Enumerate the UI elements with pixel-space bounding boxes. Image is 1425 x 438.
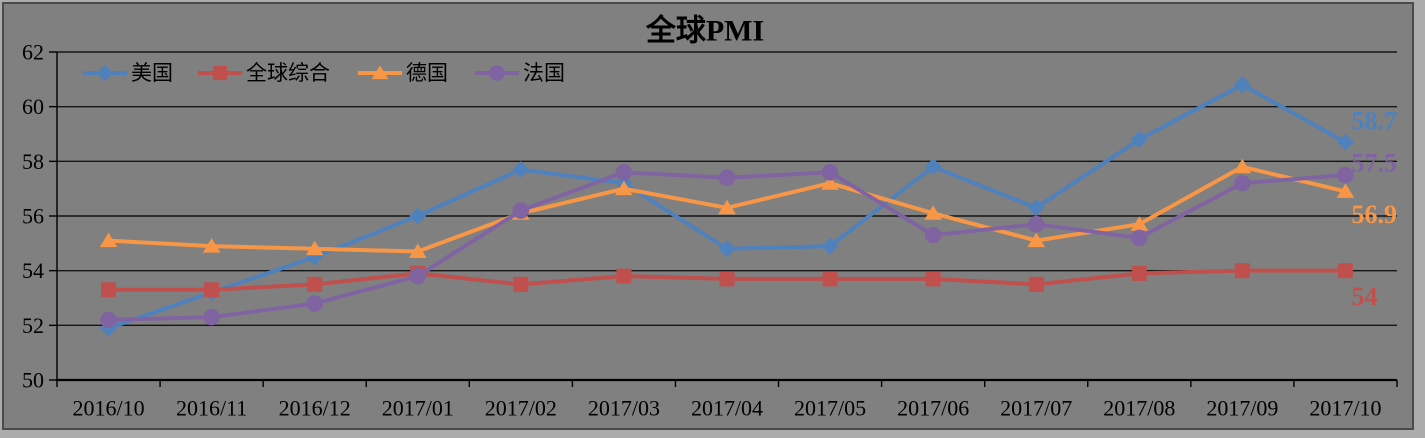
square-marker-global-composite <box>822 271 838 287</box>
x-axis-label: 2016/11 <box>176 396 247 421</box>
square-marker-global-composite <box>719 271 735 287</box>
y-axis-label: 58 <box>22 149 44 174</box>
series-global-composite: 54 <box>101 263 1377 311</box>
diamond-marker-us <box>821 237 839 255</box>
triangle-marker-germany <box>408 243 427 259</box>
circle-marker-france <box>924 226 942 244</box>
chart-title: 全球PMI <box>645 14 764 48</box>
series-us: 58.7 <box>100 76 1397 337</box>
y-axis-label: 60 <box>22 94 44 119</box>
circle-marker-france <box>1131 229 1148 247</box>
legend-label: 法国 <box>523 61 565 85</box>
triangle-marker-germany <box>718 199 736 215</box>
square-marker-global-composite <box>307 276 323 292</box>
legend: 美国 全球综合 德国 法国 <box>83 61 565 85</box>
square-marker-global-composite <box>513 276 529 292</box>
x-axis-label: 2017/01 <box>382 396 454 421</box>
triangle-marker-germany <box>1027 232 1046 248</box>
legend-item-global-composite: 全球综合 <box>198 61 330 85</box>
x-axis-label: 2016/10 <box>72 396 144 421</box>
x-axis-label: 2017/03 <box>588 396 660 421</box>
circle-marker-france <box>615 163 633 181</box>
square-marker-global-composite <box>1234 263 1250 279</box>
circle-icon <box>489 65 505 81</box>
legend-label: 美国 <box>131 61 173 85</box>
square-marker-global-composite <box>1028 276 1044 292</box>
diamond-marker-us <box>1336 133 1354 151</box>
grid: 62 60 58 56 54 52 50 <box>22 40 1397 393</box>
diamond-marker-us <box>512 161 530 179</box>
circle-marker-france <box>409 267 427 285</box>
square-marker-global-composite <box>1131 265 1147 281</box>
circle-marker-france <box>100 311 117 329</box>
x-axis-label: 2017/04 <box>691 396 763 421</box>
square-marker-global-composite <box>925 271 941 287</box>
triangle-marker-germany <box>305 240 324 256</box>
square-marker-global-composite <box>1337 263 1353 279</box>
series-france: 57.5 <box>100 149 1397 329</box>
diamond-marker-us <box>409 207 427 225</box>
x-axis-label: 2016/12 <box>279 396 351 421</box>
diamond-marker-us <box>718 240 736 258</box>
diamond-marker-us <box>1130 130 1148 148</box>
legend-item-us: 美国 <box>83 61 173 85</box>
circle-marker-france <box>1234 174 1251 192</box>
end-value-label-germany: 56.9 <box>1351 200 1397 229</box>
circle-marker-france <box>1337 166 1354 184</box>
triangle-marker-germany <box>99 232 118 248</box>
y-axis-label: 56 <box>22 204 44 229</box>
triangle-marker-germany <box>202 238 221 253</box>
square-marker-global-composite <box>101 282 117 298</box>
diamond-icon <box>96 64 114 82</box>
triangle-marker-germany <box>924 205 942 220</box>
x-axis-label: 2017/05 <box>794 396 866 421</box>
circle-marker-france <box>306 295 323 312</box>
triangle-icon <box>371 65 389 80</box>
diamond-marker-us <box>1027 199 1045 217</box>
x-axis-label: 2017/06 <box>897 396 969 421</box>
legend-item-france: 法国 <box>475 61 565 85</box>
axes: 2016/10 2016/11 2016/12 2017/01 2017/02 2017/… <box>56 52 1398 421</box>
y-axis-label: 50 <box>22 368 44 393</box>
end-value-label-us: 58.7 <box>1351 107 1397 136</box>
pmi-line-chart: 62 60 58 56 54 52 50 2016/10 2016/11 2016/12 2017/… <box>22 14 1398 421</box>
triangle-marker-germany <box>1233 158 1252 174</box>
y-axis-label: 52 <box>22 313 44 338</box>
square-marker-global-composite <box>616 268 632 284</box>
x-axis-label: 2017/02 <box>485 396 557 421</box>
square-icon <box>212 65 228 81</box>
y-axis-label: 54 <box>22 258 44 283</box>
x-axis-label: 2017/09 <box>1206 396 1278 421</box>
triangle-marker-germany <box>1130 216 1149 231</box>
square-marker-global-composite <box>204 282 220 298</box>
series-germany: 56.9 <box>99 158 1397 259</box>
triangle-marker-germany <box>615 180 633 196</box>
diamond-marker-us <box>1233 76 1251 94</box>
y-axis-label: 62 <box>22 40 44 65</box>
x-axis-label: 2017/08 <box>1103 396 1175 421</box>
legend-label: 德国 <box>406 61 448 85</box>
triangle-marker-germany <box>821 175 839 190</box>
circle-marker-france <box>512 202 530 219</box>
end-value-label-global-composite: 54 <box>1351 282 1377 311</box>
circle-marker-france <box>203 308 220 326</box>
legend-item-germany: 德国 <box>358 61 448 85</box>
x-axis-label: 2017/07 <box>1000 396 1072 421</box>
diamond-marker-us <box>924 158 942 176</box>
legend-label: 全球综合 <box>246 61 330 85</box>
circle-marker-france <box>821 163 839 181</box>
triangle-marker-germany <box>1336 183 1355 198</box>
circle-marker-france <box>718 169 736 187</box>
chart-canvas: 62 60 58 56 54 52 50 2016/10 2016/11 2016/12 2017/… <box>2 2 1414 430</box>
circle-marker-france <box>1027 215 1045 233</box>
end-value-label-france: 57.5 <box>1351 149 1397 178</box>
x-axis-label: 2017/10 <box>1309 396 1381 421</box>
